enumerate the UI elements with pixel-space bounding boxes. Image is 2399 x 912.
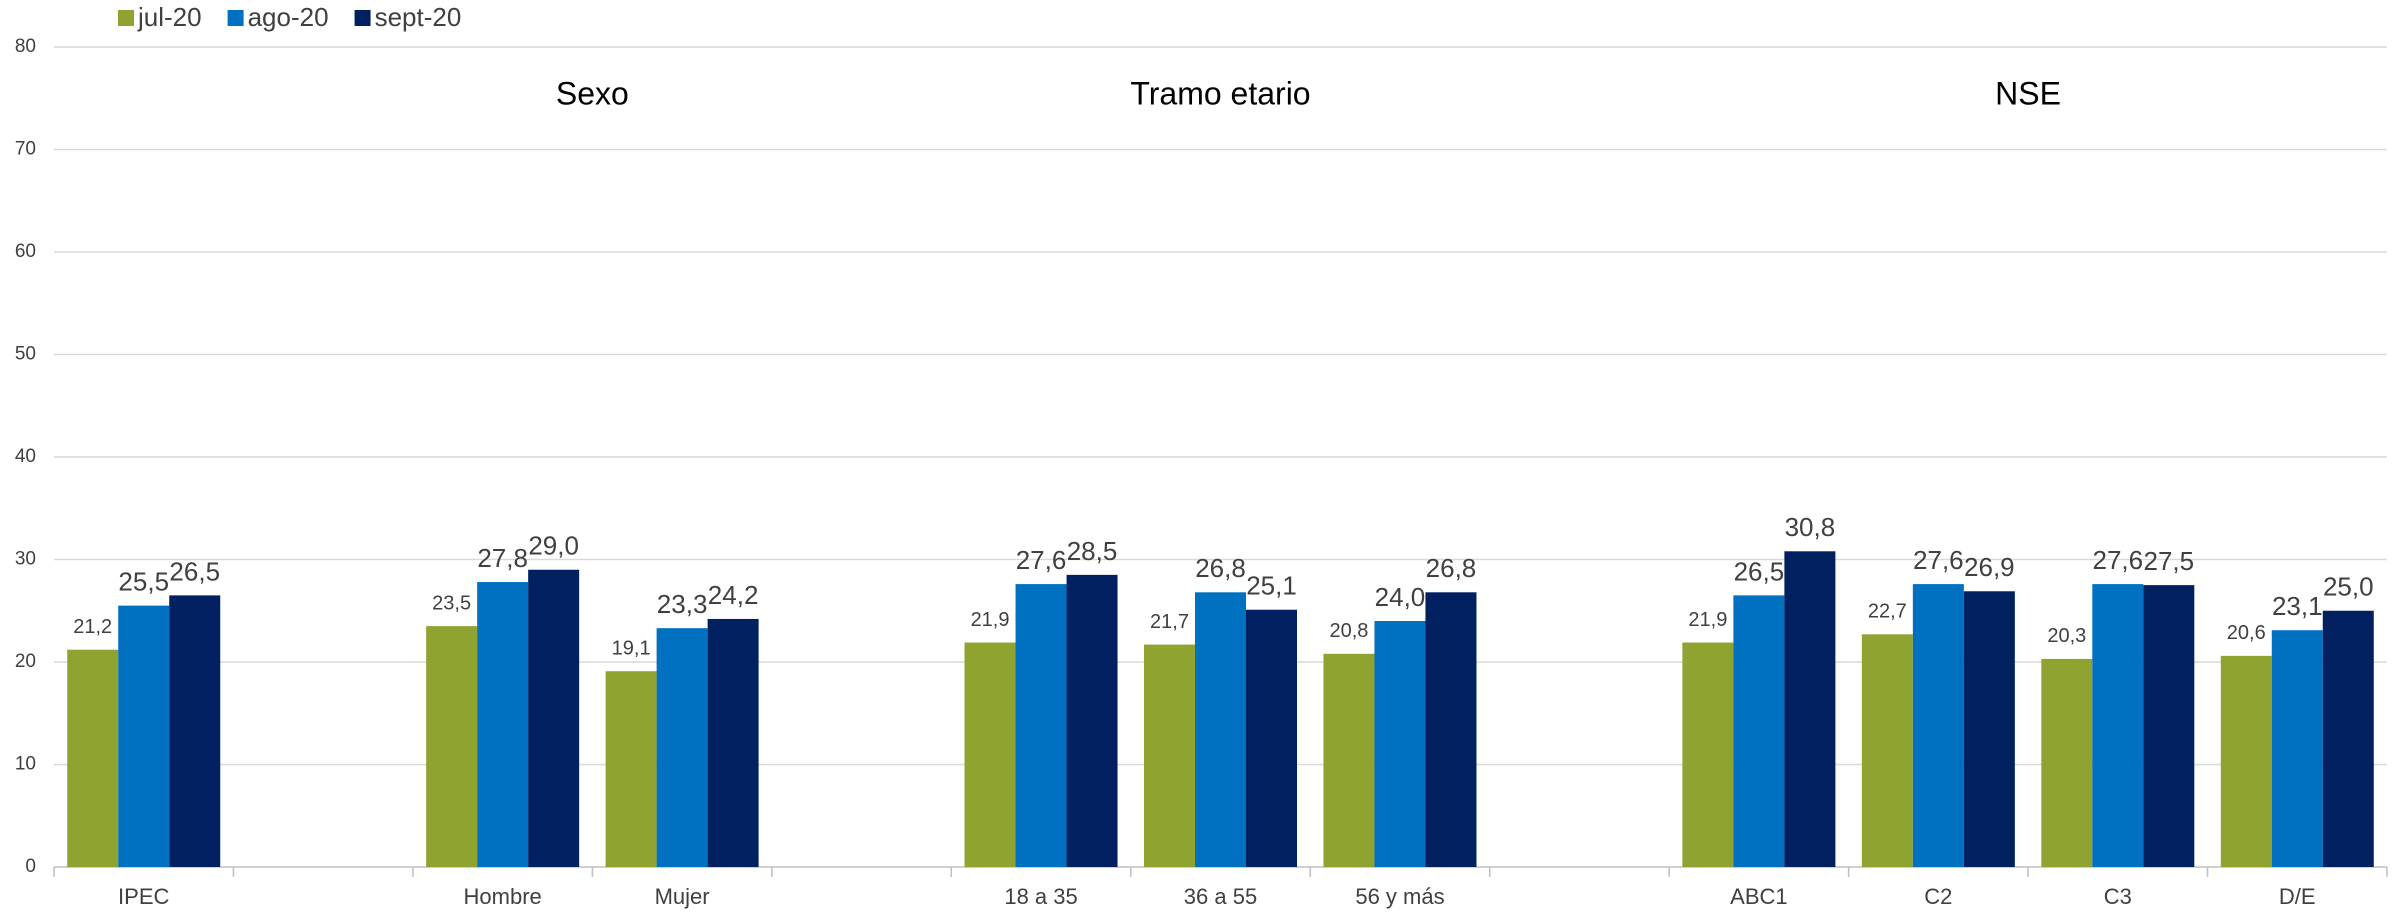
group-title: NSE [1995, 75, 2061, 111]
data-label: 30,8 [1785, 512, 1836, 542]
y-tick-label: 30 [15, 549, 36, 570]
bar [528, 569, 580, 867]
y-tick-label: 60 [15, 241, 36, 262]
bar [1144, 644, 1195, 867]
bar [2271, 630, 2323, 867]
y-tick-label: 70 [15, 139, 36, 160]
y-tick-label: 50 [15, 344, 36, 365]
bar [1246, 609, 1297, 867]
data-label: 28,5 [1067, 536, 1118, 566]
data-label: 26,8 [1426, 553, 1477, 583]
data-label: 24,2 [708, 580, 759, 610]
bar [1784, 551, 1836, 867]
legend-swatch [118, 10, 134, 26]
bar [1015, 584, 1067, 867]
x-tick-label: C3 [2104, 884, 2132, 909]
data-label: 29,0 [528, 531, 579, 561]
bar [426, 626, 478, 867]
data-label: 20,8 [1329, 620, 1368, 642]
bar [2220, 655, 2272, 867]
data-label: 23,1 [2272, 591, 2323, 621]
group-title: Tramo etario [1130, 75, 1310, 111]
bar [67, 649, 119, 867]
data-label: 24,0 [1375, 582, 1426, 612]
legend-label: jul-20 [137, 2, 202, 32]
bar [1682, 642, 1734, 867]
data-label: 26,5 [169, 556, 220, 586]
x-tick-label: D/E [2279, 884, 2316, 909]
bar [1195, 592, 1246, 867]
legend-label: ago-20 [248, 2, 329, 32]
bar [169, 595, 221, 867]
bar [1323, 653, 1375, 867]
bar [2143, 585, 2195, 867]
legend-label: sept-20 [375, 2, 462, 32]
bar [1374, 621, 1426, 867]
data-label: 21,9 [1688, 609, 1727, 631]
data-label: 22,7 [1868, 601, 1907, 623]
bar [605, 671, 657, 867]
data-label: 25,0 [2323, 572, 2374, 602]
bar [964, 642, 1016, 867]
x-tick-label: IPEC [118, 884, 169, 909]
y-tick-label: 10 [15, 754, 36, 775]
data-label: 26,5 [1734, 556, 1785, 586]
data-label: 27,5 [2144, 546, 2195, 576]
bar [1912, 584, 1964, 867]
x-tick-label: Mujer [655, 884, 710, 909]
data-label: 23,5 [432, 592, 471, 614]
bar [2322, 610, 2374, 867]
legend-swatch [227, 10, 244, 26]
bar [477, 582, 529, 867]
bar [1733, 595, 1785, 867]
bar [656, 628, 708, 867]
y-tick-label: 20 [15, 651, 36, 672]
bar [1963, 591, 2015, 867]
bar [707, 618, 759, 867]
data-label: 25,5 [118, 567, 169, 597]
data-label: 27,6 [2093, 545, 2144, 575]
x-tick-label: 36 a 55 [1184, 884, 1257, 909]
x-tick-label: 56 y más [1355, 884, 1444, 909]
bar [2092, 584, 2144, 867]
bar [1861, 634, 1913, 867]
bar [2041, 658, 2093, 867]
group-title: Sexo [556, 75, 629, 111]
x-tick-label: 18 a 35 [1004, 884, 1077, 909]
x-tick-label: C2 [1924, 884, 1952, 909]
x-tick-label: Hombre [464, 884, 542, 909]
bar [118, 605, 170, 867]
data-label: 19,1 [612, 638, 651, 660]
bar [1425, 592, 1477, 867]
y-tick-label: 0 [25, 856, 36, 877]
data-label: 21,9 [971, 609, 1010, 631]
data-label: 27,6 [1016, 545, 1067, 575]
data-label: 20,6 [2227, 622, 2266, 644]
bar [1066, 574, 1118, 867]
y-tick-label: 40 [15, 446, 36, 467]
data-label: 21,2 [73, 616, 112, 638]
x-tick-label: ABC1 [1730, 884, 1787, 909]
data-label: 21,7 [1150, 611, 1189, 633]
data-label: 20,3 [2047, 625, 2086, 647]
data-label: 27,8 [477, 543, 528, 573]
y-tick-label: 80 [15, 36, 36, 57]
data-label: 25,1 [1246, 571, 1297, 601]
data-label: 26,9 [1964, 552, 2015, 582]
data-label: 27,6 [1913, 545, 1964, 575]
data-label: 23,3 [657, 589, 708, 619]
legend-swatch [354, 10, 371, 26]
data-label: 26,8 [1195, 553, 1246, 583]
